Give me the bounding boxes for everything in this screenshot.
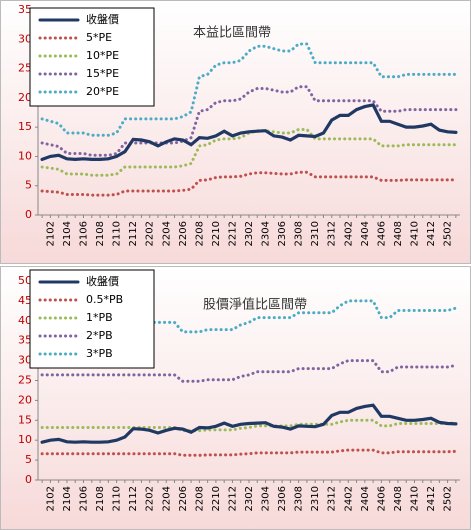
series-line (40, 103, 458, 162)
x-tick-label: 2412 (426, 486, 437, 511)
x-tick-label: 2502 (443, 221, 454, 246)
x-tick-label: 2202 (145, 486, 156, 511)
x-tick-label: 2106 (79, 486, 90, 511)
y-tick-label: 45 (18, 294, 32, 307)
y-tick-label: 20 (18, 91, 32, 104)
legend-label: 15*PE (86, 67, 119, 80)
annotation: 本益比區間帶 (193, 26, 271, 41)
series-line (40, 299, 458, 334)
x-tick-label: 2306 (277, 221, 288, 246)
y-tick-label: 20 (18, 393, 32, 406)
x-tick-label: 2208 (194, 221, 205, 246)
x-tick-label: 2108 (95, 486, 106, 511)
legend-label: 5*PE (86, 31, 112, 44)
x-tick-label: 2402 (343, 486, 354, 511)
x-tick-label: 2410 (409, 221, 420, 246)
x-tick-label: 2308 (294, 486, 305, 511)
x-tick-label: 2210 (211, 486, 222, 511)
x-tick-label: 2206 (178, 221, 189, 246)
x-tick-label: 2212 (227, 221, 238, 246)
y-tick-label: 15 (18, 120, 32, 133)
y-tick-label: 30 (18, 32, 32, 45)
x-tick-label: 2112 (128, 221, 139, 246)
y-tick-label: 35 (18, 334, 32, 347)
y-tick-label: 5 (25, 179, 32, 192)
y-tick-label: 0 (25, 208, 32, 221)
x-tick-label: 2302 (244, 486, 255, 511)
x-tick-label: 2306 (277, 486, 288, 511)
x-tick-label: 2106 (79, 221, 90, 246)
x-tick-label: 2102 (45, 486, 56, 511)
series-line (40, 448, 458, 457)
x-tick-label: 2104 (62, 486, 73, 511)
legend-label: 0.5*PB (86, 293, 123, 306)
x-tick-label: 2404 (360, 221, 371, 246)
y-tick-label: 10 (18, 433, 32, 446)
y-tick-label: 5 (25, 453, 32, 466)
x-tick-label: 2406 (376, 486, 387, 511)
x-tick-label: 2302 (244, 221, 255, 246)
legend-label: 10*PE (86, 49, 119, 62)
y-tick-label: 25 (18, 62, 32, 75)
x-tick-label: 2110 (112, 486, 123, 511)
x-tick-label: 2304 (261, 486, 272, 511)
x-tick-label: 2408 (393, 221, 404, 246)
x-tick-label: 2404 (360, 486, 371, 511)
x-tick-label: 2102 (45, 221, 56, 246)
x-tick-label: 2308 (294, 221, 305, 246)
y-tick-label: 30 (18, 354, 32, 367)
x-tick-label: 2108 (95, 221, 106, 246)
legend-label: 3*PB (86, 347, 113, 360)
x-tick-label: 2212 (227, 486, 238, 511)
x-tick-label: 2312 (327, 221, 338, 246)
x-tick-label: 2410 (409, 486, 420, 511)
x-tick-label: 2104 (62, 221, 73, 246)
x-tick-label: 2112 (128, 486, 139, 511)
y-tick-label: 35 (18, 3, 32, 16)
x-tick-label: 2310 (310, 486, 321, 511)
series-line (40, 85, 458, 157)
series-line (40, 403, 458, 444)
y-tick-label: 50 (18, 274, 32, 287)
x-tick-label: 2204 (161, 486, 172, 511)
y-tick-label: 10 (18, 149, 32, 162)
x-tick-label: 2206 (178, 486, 189, 511)
series-line (40, 170, 458, 197)
x-tick-label: 2502 (443, 486, 454, 511)
x-tick-label: 2204 (161, 221, 172, 246)
x-tick-label: 2304 (261, 221, 272, 246)
x-tick-label: 2402 (343, 221, 354, 246)
series-line (40, 42, 458, 137)
x-tick-label: 2310 (310, 221, 321, 246)
legend-label: 20*PE (86, 85, 119, 98)
y-tick-label: 0 (25, 473, 32, 486)
annotation: 股價淨值比區間帶 (203, 297, 307, 313)
legend-label: 2*PB (86, 329, 113, 342)
x-tick-label: 2412 (426, 221, 437, 246)
x-tick-label: 2210 (211, 221, 222, 246)
x-tick-label: 2408 (393, 486, 404, 511)
y-tick-label: 40 (18, 314, 32, 327)
legend-label: 1*PB (86, 311, 113, 324)
x-tick-label: 2406 (376, 221, 387, 246)
legend-label: 收盤價 (86, 12, 119, 26)
x-tick-label: 2110 (112, 221, 123, 246)
x-tick-label: 2312 (327, 486, 338, 511)
y-tick-label: 25 (18, 374, 32, 387)
series-line (40, 418, 458, 433)
y-tick-label: 15 (18, 413, 32, 426)
x-tick-label: 2208 (194, 486, 205, 511)
series-line (40, 359, 458, 383)
legend-label: 收盤價 (86, 274, 119, 288)
x-tick-label: 2202 (145, 221, 156, 246)
